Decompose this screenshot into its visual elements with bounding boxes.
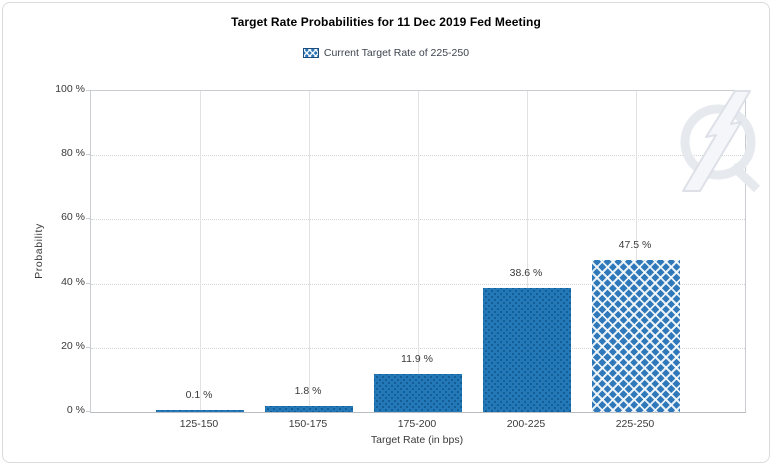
y-tick-label: 100 % xyxy=(55,83,85,95)
y-tick-label: 80 % xyxy=(61,147,85,160)
legend-crosshatch-swatch-icon xyxy=(302,48,319,58)
y-tick-label: 40 % xyxy=(61,275,85,288)
bar-value-label: 47.5 % xyxy=(618,239,652,251)
y-tick-mark xyxy=(86,411,90,412)
x-tick-label: 225-250 xyxy=(615,418,655,430)
y-tick-mark xyxy=(86,218,90,220)
x-tick-label: 200-225 xyxy=(506,418,546,430)
bar[interactable] xyxy=(156,410,244,412)
legend[interactable]: Current Target Rate of 225-250 xyxy=(3,46,769,60)
x-tick-label: 175-200 xyxy=(397,418,437,430)
y-tick-mark xyxy=(86,282,90,284)
bar[interactable] xyxy=(265,406,353,412)
x-gridline xyxy=(527,91,528,412)
y-tick-label: 0 % xyxy=(66,404,85,416)
y-tick-label: 20 % xyxy=(61,339,85,352)
bar-value-label: 38.6 % xyxy=(509,267,543,279)
x-axis-title: Target Rate (in bps) xyxy=(370,434,464,446)
chart-card: Target Rate Probabilities for 11 Dec 201… xyxy=(2,2,770,463)
x-tick-label: 150-175 xyxy=(288,418,328,430)
y-axis-title: Probability xyxy=(33,223,45,279)
y-tick-label: 60 % xyxy=(61,211,85,224)
bar-value-label: 11.9 % xyxy=(401,353,433,365)
bar-value-label: 0.1 % xyxy=(185,389,213,401)
x-tick-label: 125-150 xyxy=(179,418,219,430)
y-tick-mark xyxy=(86,346,90,348)
bar-value-label: 1.8 % xyxy=(294,385,322,397)
x-gridline xyxy=(636,91,637,412)
bar[interactable] xyxy=(592,260,680,412)
bar[interactable] xyxy=(483,288,571,412)
y-tick-mark xyxy=(86,154,90,156)
x-gridline xyxy=(418,91,419,412)
chart-title: Target Rate Probabilities for 11 Dec 201… xyxy=(231,15,541,29)
x-gridline xyxy=(309,91,310,412)
legend-label: Current Target Rate of 225-250 xyxy=(323,47,470,59)
y-tick-mark xyxy=(86,90,90,91)
x-gridline xyxy=(200,91,201,412)
bar[interactable] xyxy=(374,374,462,412)
plot-area xyxy=(90,90,746,413)
